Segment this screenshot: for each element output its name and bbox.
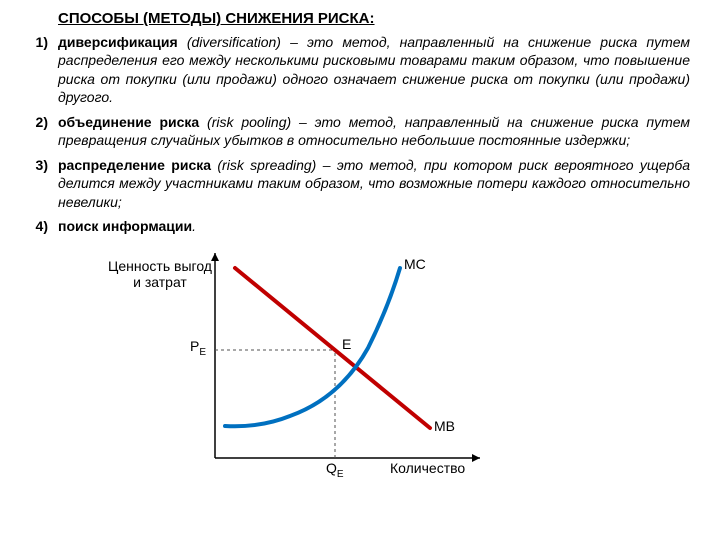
method-list: 1) диверсификация (diversification) – эт… bbox=[20, 33, 690, 236]
item-number: 1) bbox=[20, 33, 48, 51]
list-item: 1) диверсификация (diversification) – эт… bbox=[20, 33, 690, 107]
item-number: 4) bbox=[20, 217, 48, 235]
term: объединение риска bbox=[58, 114, 199, 130]
eng: (risk pooling) bbox=[207, 114, 291, 130]
rest: . bbox=[192, 218, 196, 234]
y-axis-label: Ценность выгоди затрат bbox=[105, 258, 215, 290]
qe-label: QE bbox=[326, 460, 344, 480]
list-item: 4) поиск информации. bbox=[20, 217, 690, 235]
list-item: 3) распределение риска (risk spreading) … bbox=[20, 156, 690, 211]
term: распределение риска bbox=[58, 157, 211, 173]
x-axis-label: Количество bbox=[390, 460, 465, 476]
e-label: E bbox=[342, 336, 351, 352]
pe-label: PE bbox=[190, 338, 206, 358]
mb-label: MB bbox=[434, 418, 455, 434]
eng: (diversification) bbox=[187, 34, 281, 50]
heading: СПОСОБЫ (МЕТОДЫ) СНИЖЕНИЯ РИСКА: bbox=[58, 10, 690, 27]
item-number: 2) bbox=[20, 113, 48, 131]
item-number: 3) bbox=[20, 156, 48, 174]
chart: Ценность выгоди затрат Количество MC MB … bbox=[120, 238, 520, 488]
list-item: 2) объединение риска (risk pooling) – эт… bbox=[20, 113, 690, 150]
term: диверсификация bbox=[58, 34, 178, 50]
eng: (risk spreading) bbox=[217, 157, 316, 173]
term: поиск информации bbox=[58, 218, 192, 234]
mc-label: MC bbox=[404, 256, 426, 272]
